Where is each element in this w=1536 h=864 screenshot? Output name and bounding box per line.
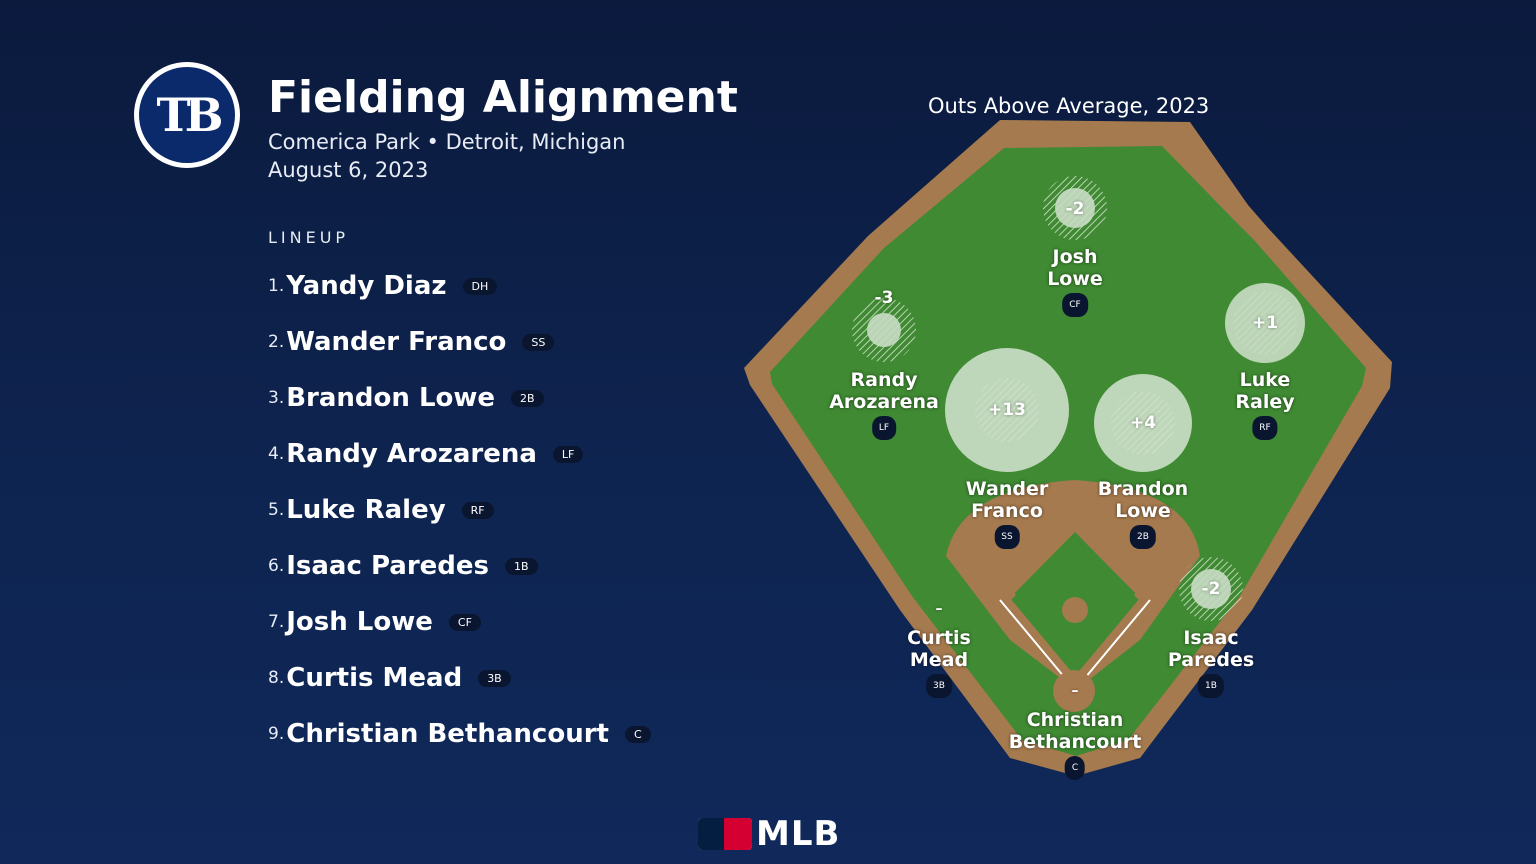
player-last-name: Paredes: [1167, 649, 1255, 671]
oaa-bubble-blowe-core: [1111, 391, 1175, 455]
lineup-item: 4. Randy Arozarena LF: [268, 426, 651, 482]
position-badge: RF: [461, 501, 494, 519]
oaa-value: –: [1071, 683, 1079, 699]
field-player-wander-franco: Wander Franco SS: [965, 478, 1049, 549]
lineup-player-name: Randy Arozarena: [286, 439, 537, 469]
field-player-brandon-lowe: Brandon Lowe 2B: [1098, 478, 1188, 549]
player-first-name: Randy: [850, 369, 918, 391]
home-plate-area: [1053, 670, 1095, 712]
team-logo: TB: [134, 62, 240, 168]
lineup-player-name: Wander Franco: [286, 327, 507, 357]
base: [1133, 587, 1149, 603]
position-badge: CF: [1062, 293, 1088, 317]
oaa-bubble-jlowe-inner: [1055, 188, 1095, 228]
lineup-item: 5. Luke Raley RF: [268, 482, 651, 538]
player-last-name: Lowe: [1115, 500, 1171, 522]
position-badge: CF: [448, 613, 481, 631]
lineup-player-name: Curtis Mead: [286, 663, 463, 693]
position-badge: SS: [522, 333, 555, 351]
field-player-christian-bethancourt: Christian Bethancourt C: [1008, 709, 1142, 780]
player-last-name: Raley: [1235, 391, 1295, 413]
player-last-name: Arozarena: [829, 391, 939, 413]
player-last-name: Franco: [971, 500, 1043, 522]
player-first-name: Josh: [1052, 246, 1098, 268]
mlb-logo-icon: [698, 818, 752, 850]
lineup-number: 7.: [268, 612, 285, 632]
lineup-number: 3.: [268, 388, 285, 408]
player-first-name: Christian: [1026, 709, 1124, 731]
lineup-item: 8. Curtis Mead 3B: [268, 650, 651, 706]
player-first-name: Curtis: [907, 627, 971, 649]
position-badge: SS: [994, 525, 1020, 549]
oaa-value: +4: [1129, 413, 1157, 433]
venue-text: Comerica Park • Detroit, Michigan: [268, 130, 626, 154]
lineup-player-name: Yandy Diaz: [286, 271, 447, 301]
player-first-name: Isaac: [1183, 627, 1239, 649]
position-badge: 2B: [511, 389, 544, 407]
lineup-player-name: Luke Raley: [286, 495, 446, 525]
team-logo-text: TB: [139, 67, 235, 163]
lineup-number: 2.: [268, 332, 285, 352]
lineup-item: 7. Josh Lowe CF: [268, 594, 651, 650]
lineup-player-name: Christian Bethancourt: [286, 719, 609, 749]
position-badge: C: [624, 725, 651, 743]
lineup-player-name: Josh Lowe: [286, 607, 433, 637]
lineup-number: 8.: [268, 668, 285, 688]
player-first-name: Wander: [965, 478, 1049, 500]
page-title: Fielding Alignment: [268, 72, 738, 123]
field-player-randy-arozarena: Randy Arozarena LF: [829, 369, 939, 440]
player-first-name: Luke: [1239, 369, 1291, 391]
mlb-logo-text: MLB: [756, 814, 841, 854]
player-first-name: Brandon: [1097, 478, 1189, 500]
lineup-item: 9. Christian Bethancourt C: [268, 706, 651, 762]
oaa-value: -2: [1201, 579, 1221, 599]
lineup-item: 3. Brandon Lowe 2B: [268, 370, 651, 426]
position-badge: 3B: [478, 669, 511, 687]
position-badge: LF: [552, 445, 584, 463]
lineup-item: 1. Yandy Diaz DH: [268, 258, 651, 314]
oaa-title: Outs Above Average, 2023: [928, 94, 1210, 118]
oaa-value: –: [935, 601, 943, 617]
lineup-number: 6.: [268, 556, 285, 576]
oaa-value: -2: [1065, 199, 1085, 219]
base: [1001, 587, 1017, 603]
oaa-bubble-arozarena-inner: [867, 313, 901, 347]
oaa-value: +1: [1251, 313, 1279, 333]
player-last-name: Mead: [909, 649, 969, 671]
lineup-player-name: Isaac Paredes: [286, 551, 490, 581]
lineup-heading: LINEUP: [268, 228, 350, 247]
lineup-number: 5.: [268, 500, 285, 520]
player-last-name: Lowe: [1047, 268, 1103, 290]
player-last-name: Bethancourt: [1008, 731, 1142, 753]
lineup-number: 4.: [268, 444, 285, 464]
oaa-bubble-franco-core: [975, 378, 1039, 442]
oaa-value: -3: [874, 288, 894, 308]
position-badge: 2B: [1130, 525, 1156, 549]
field-player-luke-raley: Luke Raley RF: [1235, 369, 1295, 440]
oaa-bubble-paredes-inner: [1191, 569, 1231, 609]
mlb-logo: MLB: [698, 814, 840, 854]
lineup-item: 6. Isaac Paredes 1B: [268, 538, 651, 594]
lineup-number: 1.: [268, 276, 285, 296]
field-player-isaac-paredes: Isaac Paredes 1B: [1168, 627, 1254, 698]
position-badge: 1B: [1198, 674, 1224, 698]
lineup-player-name: Brandon Lowe: [286, 383, 496, 413]
position-badge: C: [1064, 756, 1086, 780]
lineup-item: 2. Wander Franco SS: [268, 314, 651, 370]
position-badge: DH: [462, 277, 498, 295]
field-player-curtis-mead: Curtis Mead 3B: [907, 627, 971, 698]
date-text: August 6, 2023: [268, 158, 429, 182]
lineup-number: 9.: [268, 724, 285, 744]
field-player-josh-lowe: Josh Lowe CF: [1047, 246, 1103, 317]
position-badge: 1B: [505, 557, 538, 575]
lineup-list: 1. Yandy Diaz DH 2. Wander Franco SS 3. Brand…: [268, 258, 651, 762]
position-badge: 3B: [926, 674, 952, 698]
oaa-value: +13: [988, 400, 1026, 420]
oaa-bubble-raley-core: [1233, 291, 1297, 355]
pitchers-mound: [1062, 597, 1088, 623]
position-badge: RF: [1252, 416, 1278, 440]
position-badge: LF: [871, 416, 897, 440]
